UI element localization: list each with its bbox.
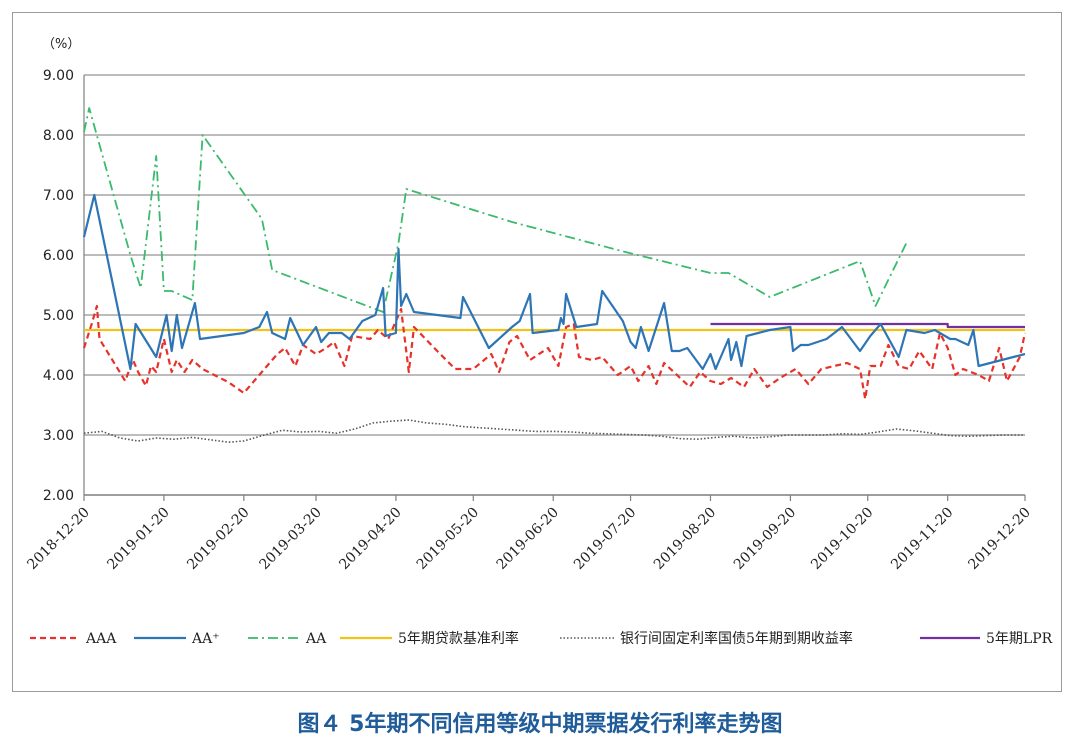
x-tick-label: 2019-09-20 bbox=[731, 505, 799, 573]
x-tick-label: 2019-02-20 bbox=[184, 505, 252, 573]
y-tick-label: 4.00 bbox=[43, 368, 74, 384]
y-tick-label: 9.00 bbox=[43, 68, 74, 84]
legend-label-4: 银行间固定利率国债5年期到期收益率 bbox=[620, 630, 853, 647]
y-tick-label: 3.00 bbox=[43, 428, 74, 444]
legend-label-0: AAA bbox=[85, 631, 117, 647]
y-tick-label: 8.00 bbox=[43, 128, 74, 144]
y-tick-label: 6.00 bbox=[43, 248, 74, 264]
y-tick-label: 7.00 bbox=[43, 188, 74, 204]
x-tick-label: 2019-10-20 bbox=[808, 505, 876, 573]
x-tick-label: 2019-08-20 bbox=[651, 505, 719, 573]
chart-frame bbox=[12, 12, 1062, 692]
series-line-0 bbox=[82, 304, 1027, 401]
series-line-4 bbox=[83, 419, 1025, 444]
rate-trend-chart: 2.00 3.00 4.00 5.00 6.00 7.00 8.00 9.00 （%） 2018-… bbox=[24, 37, 1053, 647]
series-line-1 bbox=[82, 193, 1026, 371]
y-tick-label: 5.00 bbox=[43, 308, 74, 324]
x-tick-label: 2019-06-20 bbox=[494, 505, 562, 573]
x-tick-label: 2018-12-20 bbox=[24, 505, 92, 573]
x-tick-label: 2019-12-20 bbox=[965, 505, 1033, 573]
y-axis-label: （%） bbox=[42, 37, 80, 52]
legend-label-3: 5年期贷款基准利率 bbox=[398, 630, 519, 647]
x-tick-label: 2019-07-20 bbox=[571, 505, 639, 573]
legend-label-1: AA⁺ bbox=[191, 631, 220, 647]
x-tick-label: 2019-11-20 bbox=[888, 505, 956, 573]
x-tick-label: 2019-03-20 bbox=[256, 505, 324, 573]
x-tick-label: 2019-01-20 bbox=[104, 505, 172, 573]
legend-label-5: 5年期LPR bbox=[986, 631, 1053, 647]
series-line-5 bbox=[710, 322, 1025, 329]
y-tick-label: 2.00 bbox=[43, 488, 74, 504]
x-tick-label: 2019-04-20 bbox=[336, 505, 404, 573]
legend-label-2: AA bbox=[305, 631, 327, 647]
x-tick-label: 2019-05-20 bbox=[414, 505, 482, 573]
figure-caption: 图４ 5年期不同信用等级中期票据发行利率走势图 bbox=[297, 712, 783, 737]
series-line-2 bbox=[83, 107, 908, 313]
